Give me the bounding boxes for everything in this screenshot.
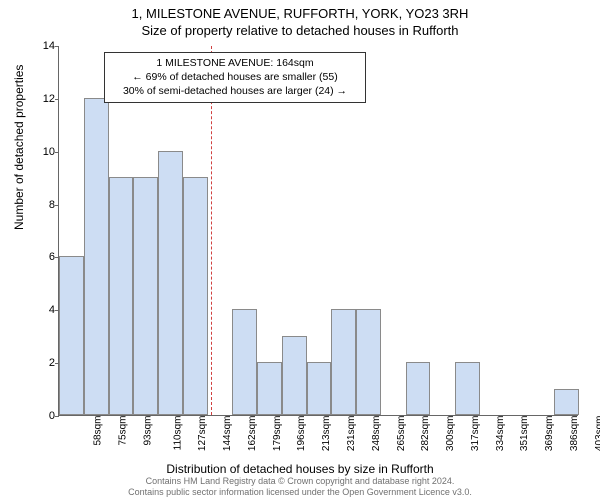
histogram-bar: [158, 151, 183, 415]
x-tick-label: 300sqm: [445, 416, 456, 452]
histogram-bar: [84, 98, 109, 415]
histogram-bar: [183, 177, 208, 415]
x-tick-label: 127sqm: [198, 416, 209, 452]
annotation-box: 1 MILESTONE AVENUE: 164sqm ← 69% of deta…: [104, 52, 366, 103]
y-axis-label: Number of detached properties: [12, 65, 26, 230]
x-tick-label: 231sqm: [346, 416, 357, 452]
histogram-bar: [59, 256, 84, 415]
x-tick-label: 110sqm: [172, 416, 183, 451]
x-tick-label: 317sqm: [470, 416, 481, 452]
y-tick-label: 0: [31, 410, 55, 422]
y-tick-label: 6: [31, 251, 55, 263]
title-line-1: 1, MILESTONE AVENUE, RUFFORTH, YORK, YO2…: [0, 6, 600, 21]
histogram-bar: [232, 309, 257, 415]
x-tick-label: 75sqm: [118, 416, 129, 446]
title-line-2: Size of property relative to detached ho…: [0, 23, 600, 38]
chart-title-block: 1, MILESTONE AVENUE, RUFFORTH, YORK, YO2…: [0, 0, 600, 38]
histogram-bar: [133, 177, 158, 415]
x-tick-label: 369sqm: [544, 416, 555, 452]
annotation-line-1: 1 MILESTONE AVENUE: 164sqm: [111, 56, 359, 70]
x-tick-label: 196sqm: [297, 416, 308, 452]
x-tick-label: 403sqm: [594, 416, 600, 452]
histogram-bar: [257, 362, 282, 415]
footer-line-2: Contains public sector information licen…: [0, 487, 600, 498]
x-tick-label: 93sqm: [142, 416, 153, 446]
x-tick-label: 265sqm: [396, 416, 407, 452]
x-tick-label: 248sqm: [371, 416, 382, 452]
y-tick-label: 4: [31, 304, 55, 316]
histogram-bar: [331, 309, 356, 415]
y-tick-label: 14: [31, 40, 55, 52]
y-tick-label: 2: [31, 357, 55, 369]
histogram-bar: [109, 177, 134, 415]
histogram-bar: [356, 309, 381, 415]
footer-line-1: Contains HM Land Registry data © Crown c…: [0, 476, 600, 487]
annotation-line-2: ← 69% of detached houses are smaller (55…: [111, 70, 359, 84]
x-tick-label: 351sqm: [519, 416, 530, 452]
histogram-bar: [282, 336, 307, 415]
y-tick-label: 12: [31, 93, 55, 105]
x-tick-label: 213sqm: [321, 416, 332, 452]
x-tick-label: 282sqm: [420, 416, 431, 452]
x-axis-label: Distribution of detached houses by size …: [0, 462, 600, 476]
footer-attribution: Contains HM Land Registry data © Crown c…: [0, 476, 600, 499]
x-tick-label: 386sqm: [569, 416, 580, 452]
histogram-bar: [554, 389, 579, 415]
x-tick-label: 58sqm: [93, 416, 104, 446]
x-tick-label: 162sqm: [247, 416, 258, 452]
chart-area: 0246810121458sqm75sqm93sqm110sqm127sqm14…: [58, 46, 578, 416]
histogram-bar: [406, 362, 431, 415]
x-tick-label: 334sqm: [495, 416, 506, 452]
x-tick-label: 179sqm: [272, 416, 283, 452]
y-tick-label: 8: [31, 199, 55, 211]
annotation-line-3: 30% of semi-detached houses are larger (…: [111, 84, 359, 98]
x-tick-label: 144sqm: [222, 416, 233, 452]
histogram-bar: [307, 362, 332, 415]
y-tick-label: 10: [31, 146, 55, 158]
histogram-bar: [455, 362, 480, 415]
